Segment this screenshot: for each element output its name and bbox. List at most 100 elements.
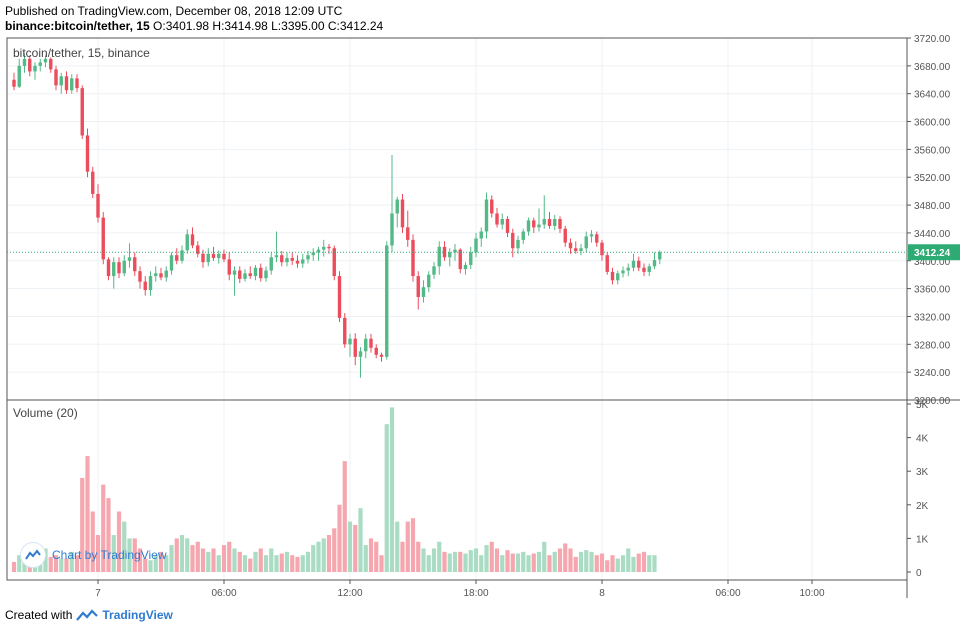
volume-bar (101, 484, 106, 572)
volume-bar (326, 535, 332, 572)
candle (169, 255, 174, 271)
candle (505, 219, 510, 233)
volume-bar (463, 553, 468, 572)
candle (127, 257, 132, 261)
candle (453, 249, 457, 253)
volume-bar (479, 555, 484, 572)
price-axis-label: 3440.00 (914, 229, 951, 240)
volume-bar (95, 535, 101, 572)
candle (112, 262, 116, 277)
price-axis-label: 3480.00 (914, 201, 951, 212)
volume-bar (437, 541, 442, 572)
candle (196, 245, 200, 254)
candle (17, 65, 21, 87)
last-price-label: 3412.24 (914, 248, 951, 259)
candle (658, 252, 662, 260)
volume-bar (647, 555, 652, 572)
candle (80, 88, 84, 136)
candle (190, 234, 195, 246)
candle (364, 338, 368, 352)
candle (358, 351, 363, 357)
volume-bar (111, 535, 116, 572)
pane-title: bitcoin/tether, 15, binance (13, 46, 150, 60)
candle (427, 274, 431, 288)
volume-bar (599, 553, 605, 572)
volume-bar (473, 548, 479, 572)
volume-bar (242, 555, 248, 572)
volume-bar (316, 541, 321, 572)
volume-bar (106, 498, 111, 572)
volume-bar (284, 551, 290, 572)
candle (332, 248, 336, 277)
candle (311, 252, 315, 256)
candle (148, 276, 153, 291)
candle (353, 338, 357, 357)
candle (274, 255, 279, 258)
candle (201, 253, 205, 263)
volume-bar (620, 555, 626, 572)
volume-bar (610, 555, 615, 572)
candle (626, 267, 630, 271)
volume-bar (17, 555, 22, 572)
volume-bar (148, 560, 153, 572)
volume-axis-label: 3K (916, 467, 929, 478)
tradingview-watermark[interactable]: Chart by TradingView (20, 542, 167, 568)
price-axis-label: 3520.00 (914, 173, 951, 184)
candle (348, 338, 352, 345)
price-axis-label: 3680.00 (914, 62, 951, 73)
volume-title: Volume (20) (13, 406, 78, 420)
volume-bar (353, 524, 358, 572)
price-axis-label: 3600.00 (914, 118, 951, 129)
candle (437, 246, 441, 267)
watermark-text: Chart by TradingView (52, 548, 167, 562)
volume-bar (410, 518, 416, 572)
volume-bar (379, 555, 384, 572)
price-axis-label: 3560.00 (914, 145, 951, 156)
volume-bar (515, 553, 521, 572)
volume-bar (594, 555, 599, 572)
candle (43, 58, 48, 63)
volume-bar (263, 555, 269, 572)
volume-bar (405, 521, 410, 572)
candle (28, 58, 32, 72)
volume-bar (626, 548, 631, 572)
volume-bar (253, 551, 258, 572)
price-chart[interactable]: 3720.00 3680.00 3640.00 3600.00 3560.00 3520.… (0, 0, 960, 600)
time-axis-label: 12:00 (337, 588, 362, 599)
volume-bar (347, 521, 353, 572)
volume-bar (494, 548, 500, 572)
volume-bar (615, 558, 620, 572)
volume-bar (421, 548, 426, 572)
volume-bar (484, 545, 489, 572)
volume-bar (211, 548, 216, 572)
volume-bar (137, 548, 143, 572)
volume-bar (185, 538, 190, 572)
candle (38, 62, 42, 66)
volume-bar (132, 538, 137, 572)
candle (269, 257, 273, 271)
volume-bar (80, 477, 85, 572)
candle (259, 267, 263, 279)
volume-bar (605, 560, 610, 572)
candle (343, 317, 347, 345)
candle (33, 65, 37, 72)
candle (54, 69, 58, 86)
volume-bar (90, 511, 95, 572)
candle (159, 273, 163, 278)
ohlc-values: O:3401.98 H:3414.98 L:3395.00 C:3412.24 (153, 19, 384, 33)
volume-bar (122, 521, 127, 572)
candle (101, 217, 105, 260)
volume-bar (269, 548, 274, 572)
candle (49, 58, 53, 70)
candle (180, 250, 184, 261)
volume-bar (342, 461, 347, 572)
volume-bar (557, 548, 563, 572)
candle (85, 135, 90, 172)
candle (442, 246, 447, 258)
candle (374, 347, 378, 355)
candle (542, 219, 546, 225)
candle (463, 264, 468, 270)
tradingview-brand[interactable]: TradingView (102, 608, 173, 622)
volume-axis-label: 2K (916, 501, 929, 512)
candle (595, 234, 599, 243)
